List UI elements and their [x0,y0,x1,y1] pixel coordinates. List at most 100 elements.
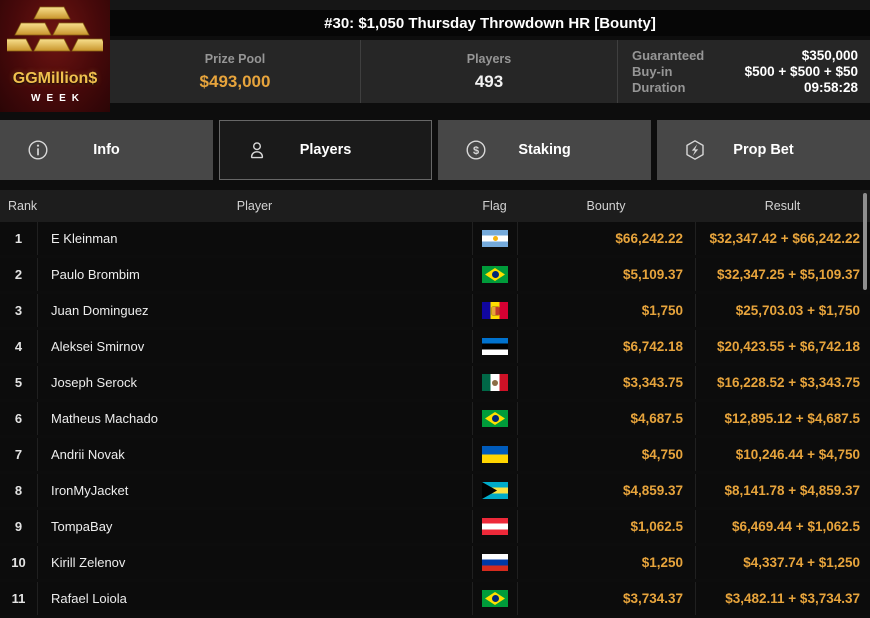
rank-cell: 2 [14,267,23,282]
russia-flag-icon [482,554,508,571]
prize-pool-value: $493,000 [199,71,271,91]
tab-prop-bet[interactable]: Prop Bet [657,120,870,180]
result-cell: $6,469.44 + $1,062.5 [695,510,870,543]
stats-bar: Prize Pool $493,000 Players 493 Guarante… [110,40,870,103]
table-row[interactable]: 7 Andrii Novak $4,750 $10,246.44 + $4,75… [0,438,870,471]
buyin-row: Buy-in $500 + $500 + $50 [632,64,858,79]
player-name: Matheus Machado [37,402,472,435]
tab-staking[interactable]: $ Staking [438,120,651,180]
rank-cell: 5 [14,375,23,390]
result-cell: $32,347.25 + $5,109.37 [695,258,870,291]
bounty-cell: $3,734.37 [517,582,695,615]
table-row[interactable]: 2 Paulo Brombim $5,109.37 $32,347.25 + $… [0,258,870,291]
rank-cell: 9 [14,519,23,534]
player-name: Andrii Novak [37,438,472,471]
result-cell: $25,703.03 + $1,750 [695,294,870,327]
rank-cell: 7 [14,447,23,462]
table-row[interactable]: 11 Rafael Loiola $3,734.37 $3,482.11 + $… [0,582,870,615]
table-row[interactable]: 9 TompaBay $1,062.5 $6,469.44 + $1,062.5 [0,510,870,543]
duration-row: Duration 09:58:28 [632,80,858,95]
rank-cell: 6 [14,411,23,426]
mexico-flag-icon [482,374,508,391]
tab-info[interactable]: Info [0,120,213,180]
tab-bar: Info Players $ Staking Prop Bet [0,120,870,180]
guaranteed-row: Guaranteed $350,000 [632,48,858,63]
bounty-cell: $5,109.37 [517,258,695,291]
rank-cell: 10 [11,555,26,570]
tournament-title: #30: $1,050 Thursday Throwdown HR [Bount… [324,14,656,32]
title-bar: #30: $1,050 Thursday Throwdown HR [Bount… [110,10,870,36]
tab-players[interactable]: Players [219,120,432,180]
bounty-cell: $66,242.22 [517,222,695,255]
buyin-label: Buy-in [632,64,673,79]
bounty-cell: $3,343.75 [517,366,695,399]
austria-flag-icon [482,518,508,535]
svg-text:$: $ [473,145,479,157]
player-name: Aleksei Smirnov [37,330,472,363]
player-name: IronMyJacket [37,474,472,507]
bounty-cell: $6,742.18 [517,330,695,363]
player-name: Joseph Serock [37,366,472,399]
result-cell: $8,141.78 + $4,859.37 [695,474,870,507]
logo-subtitle: WEEK [31,93,85,104]
prize-pool-label: Prize Pool [204,51,266,66]
player-name: TompaBay [37,510,472,543]
vertical-scrollbar-thumb[interactable] [863,193,867,290]
top-strip [110,0,870,10]
tab-info-label: Info [93,142,120,158]
table-row[interactable]: 3 Juan Dominguez $1,750 $25,703.03 + $1,… [0,294,870,327]
result-cell: $3,482.11 + $3,734.37 [695,582,870,615]
header-rank: Rank [8,199,38,213]
rank-cell: 4 [14,339,23,354]
player-name: Paulo Brombim [37,258,472,291]
table-row[interactable]: 5 Joseph Serock $3,343.75 $16,228.52 + $… [0,366,870,399]
rank-cell: 8 [14,483,23,498]
result-cell: $32,347.42 + $66,242.22 [695,222,870,255]
staking-icon: $ [466,140,486,160]
header-player: Player [236,199,273,213]
rank-cell: 11 [11,591,26,606]
bounty-cell: $4,859.37 [517,474,695,507]
result-cell: $10,246.44 + $4,750 [695,438,870,471]
player-name: Juan Dominguez [37,294,472,327]
bahamas-flag-icon [482,482,508,499]
result-cell: $4,337.74 + $1,250 [695,546,870,579]
bounty-cell: $1,750 [517,294,695,327]
rank-cell: 3 [14,303,23,318]
brazil-flag-icon [482,410,508,427]
table-row[interactable]: 4 Aleksei Smirnov $6,742.18 $20,423.55 +… [0,330,870,363]
player-name: E Kleinman [37,222,472,255]
andorra-flag-icon [482,302,508,319]
tab-prop-bet-label: Prop Bet [733,142,794,158]
gold-bars-icon [7,6,103,52]
bounty-cell: $4,687.5 [517,402,695,435]
table-row[interactable]: 8 IronMyJacket $4,859.37 $8,141.78 + $4,… [0,474,870,507]
result-cell: $12,895.12 + $4,687.5 [695,402,870,435]
players-value: 493 [474,71,504,91]
table-row[interactable]: 6 Matheus Machado $4,687.5 $12,895.12 + … [0,402,870,435]
guaranteed-value: $350,000 [801,48,858,63]
estonia-flag-icon [482,338,508,355]
duration-label: Duration [632,80,686,95]
guaranteed-label: Guaranteed [632,48,705,63]
ukraine-flag-icon [482,446,508,463]
brazil-flag-icon [482,266,508,283]
players-label: Players [466,51,512,66]
duration-value: 09:58:28 [803,80,858,95]
player-name: Kirill Zelenov [37,546,472,579]
table-row[interactable]: 10 Kirill Zelenov $1,250 $4,337.74 + $1,… [0,546,870,579]
result-cell: $16,228.52 + $3,343.75 [695,366,870,399]
tab-players-label: Players [299,142,352,158]
player-name: Rafael Loiola [37,582,472,615]
bounty-cell: $1,250 [517,546,695,579]
tournament-details-block: Guaranteed $350,000 Buy-in $500 + $500 +… [618,40,870,103]
ggmillions-week-logo: GGMillion$ WEEK [0,0,110,112]
table-header: Rank Player Flag Bounty Result [0,190,870,222]
logo-title: GGMillion$ [12,70,98,87]
buyin-value: $500 + $500 + $50 [744,64,858,79]
table-body: 1 E Kleinman $66,242.22 $32,347.42 + $66… [0,222,870,618]
header-bounty: Bounty [586,199,626,213]
prop-bet-icon [686,140,704,160]
table-row[interactable]: 1 E Kleinman $66,242.22 $32,347.42 + $66… [0,222,870,255]
bounty-cell: $4,750 [517,438,695,471]
